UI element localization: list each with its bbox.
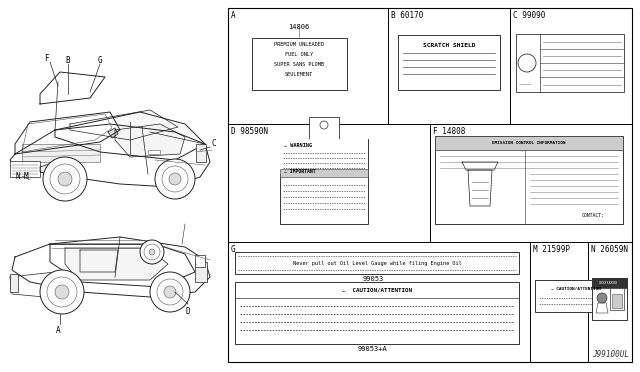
Circle shape [320, 121, 328, 129]
Circle shape [155, 159, 195, 199]
Bar [195, 255, 205, 267]
Bar [535, 280, 617, 312]
Circle shape [149, 249, 155, 255]
Bar [435, 136, 623, 224]
Bar [228, 8, 632, 362]
Polygon shape [15, 112, 120, 154]
Text: Never pull out Oil Level Gauge while filing Engine Oil: Never pull out Oil Level Gauge while fil… [292, 260, 461, 266]
Bar [435, 136, 623, 150]
Bar [612, 294, 622, 308]
Bar [280, 139, 368, 174]
Text: F 14808: F 14808 [433, 127, 465, 136]
Bar [196, 144, 206, 162]
Bar [148, 150, 160, 154]
Polygon shape [70, 110, 178, 140]
Circle shape [597, 293, 607, 303]
Polygon shape [10, 124, 210, 187]
Bar [280, 169, 368, 177]
Text: ⚠ IMPORTANT: ⚠ IMPORTANT [284, 169, 316, 173]
Bar [540, 49, 624, 63]
Text: EMISSION CONTROL INFORMATION: EMISSION CONTROL INFORMATION [492, 141, 566, 145]
Circle shape [150, 272, 190, 312]
Bar [235, 282, 519, 298]
Circle shape [518, 54, 536, 72]
Bar [592, 278, 627, 320]
Text: FUEL ONLY: FUEL ONLY [285, 52, 313, 57]
Circle shape [50, 164, 80, 194]
Circle shape [58, 172, 72, 186]
Text: B 60170: B 60170 [391, 11, 424, 20]
Polygon shape [12, 237, 210, 297]
Text: J99100UL: J99100UL [592, 350, 629, 359]
Circle shape [164, 286, 176, 298]
Polygon shape [596, 303, 608, 313]
Circle shape [140, 240, 164, 264]
Text: SCRATCH SHIELD: SCRATCH SHIELD [423, 43, 476, 48]
Text: A: A [56, 326, 61, 335]
Bar [445, 157, 515, 212]
Text: D 98590N: D 98590N [231, 127, 268, 136]
Polygon shape [462, 162, 498, 170]
Bar [592, 278, 627, 288]
Text: F: F [44, 54, 49, 63]
Polygon shape [22, 114, 112, 152]
Circle shape [157, 279, 183, 305]
Text: 99053+A: 99053+A [358, 346, 388, 352]
Polygon shape [50, 244, 195, 287]
Text: ⚠  CAUTION/ATTENTION: ⚠ CAUTION/ATTENTION [342, 288, 412, 292]
Polygon shape [108, 128, 118, 138]
Text: PREMIUM UNLEADED: PREMIUM UNLEADED [274, 42, 324, 47]
Bar [235, 252, 519, 274]
Bar [398, 35, 500, 90]
Text: D: D [185, 307, 189, 316]
Circle shape [162, 166, 188, 192]
Text: G: G [231, 245, 236, 254]
Text: M 21599P: M 21599P [533, 245, 570, 254]
Text: SUPER SANS PLOMB: SUPER SANS PLOMB [274, 62, 324, 67]
Polygon shape [115, 124, 185, 157]
Bar [516, 34, 624, 92]
Polygon shape [10, 272, 80, 298]
Bar [235, 282, 519, 344]
Circle shape [55, 285, 69, 299]
Bar [10, 274, 18, 292]
Bar [10, 161, 40, 177]
Text: N: N [15, 172, 20, 181]
Bar [280, 139, 368, 224]
Text: C: C [211, 140, 216, 148]
Text: 14806: 14806 [289, 24, 310, 30]
Bar [22, 144, 100, 162]
Text: A: A [231, 11, 236, 20]
Polygon shape [468, 170, 492, 206]
Bar [309, 117, 339, 139]
Text: N 26059N: N 26059N [591, 245, 628, 254]
Text: B: B [65, 56, 70, 65]
Bar [195, 262, 207, 282]
Text: ⚠ CAUTION/ATTENTION: ⚠ CAUTION/ATTENTION [551, 287, 601, 291]
Polygon shape [55, 112, 205, 160]
Polygon shape [80, 250, 118, 272]
Circle shape [47, 277, 77, 307]
Circle shape [144, 244, 160, 260]
Circle shape [169, 173, 181, 185]
Text: G: G [98, 56, 102, 65]
Circle shape [43, 157, 87, 201]
Text: 99053: 99053 [362, 276, 383, 282]
Polygon shape [40, 162, 60, 174]
Bar [252, 38, 347, 90]
Polygon shape [65, 248, 168, 280]
Text: ⚠ WARNING: ⚠ WARNING [284, 143, 312, 148]
Text: XXXXXXXXX: XXXXXXXXX [600, 281, 619, 285]
Text: CONTACT:: CONTACT: [582, 213, 605, 218]
Bar [610, 288, 624, 310]
Polygon shape [40, 72, 105, 104]
Text: SEULEMENT: SEULEMENT [285, 72, 313, 77]
Text: C 99090: C 99090 [513, 11, 545, 20]
Text: M: M [24, 172, 29, 181]
Circle shape [40, 270, 84, 314]
